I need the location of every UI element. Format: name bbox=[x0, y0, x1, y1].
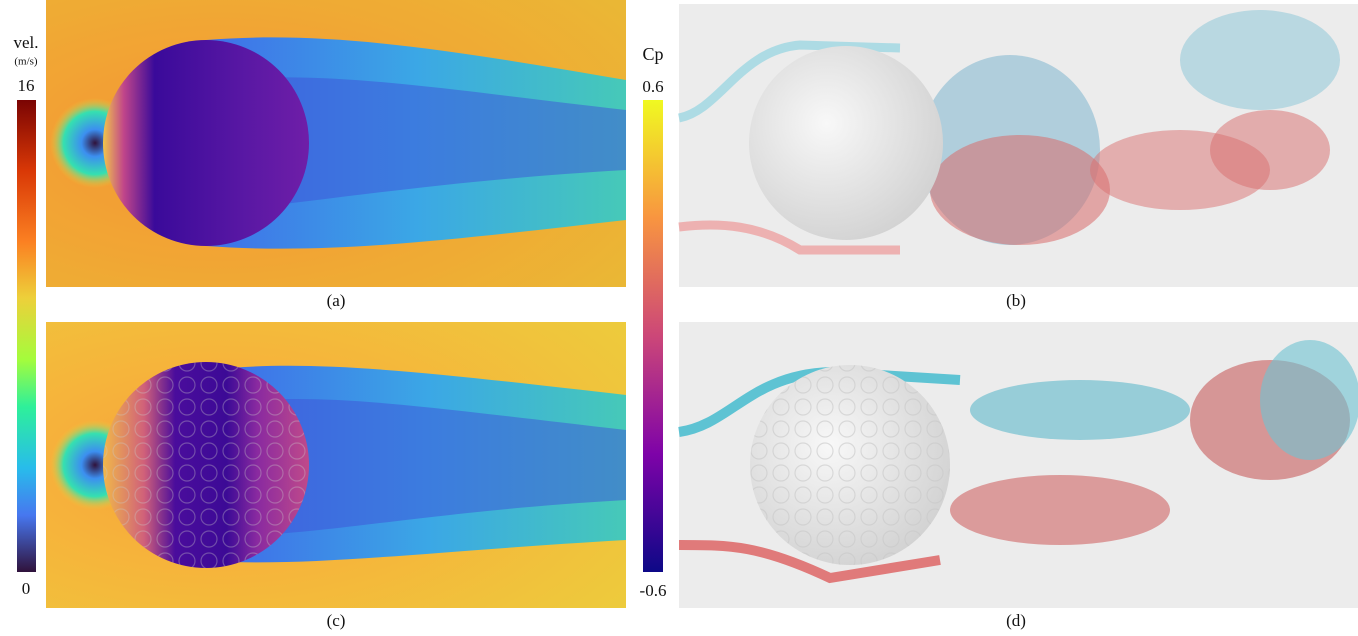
colorbar-unit: (m/s) bbox=[14, 56, 38, 68]
caption: (c) bbox=[327, 611, 346, 630]
panel-a bbox=[46, 0, 626, 287]
colorbar-label: vel. bbox=[13, 33, 38, 52]
colorbar-max: 0.6 bbox=[642, 77, 663, 96]
caption: (b) bbox=[1006, 291, 1026, 310]
panel-c bbox=[46, 322, 626, 608]
pressure-colorbar bbox=[643, 100, 663, 572]
panel-d bbox=[678, 322, 1358, 608]
colorbar-max: 16 bbox=[18, 76, 35, 95]
caption: (a) bbox=[327, 291, 346, 310]
caption: (d) bbox=[1006, 611, 1026, 630]
velocity-colorbar bbox=[17, 100, 36, 572]
colorbar-min: -0.6 bbox=[640, 581, 667, 600]
panel-b bbox=[677, 4, 1358, 287]
colorbar-label: Cp bbox=[642, 44, 663, 64]
colorbar-min: 0 bbox=[22, 579, 31, 598]
